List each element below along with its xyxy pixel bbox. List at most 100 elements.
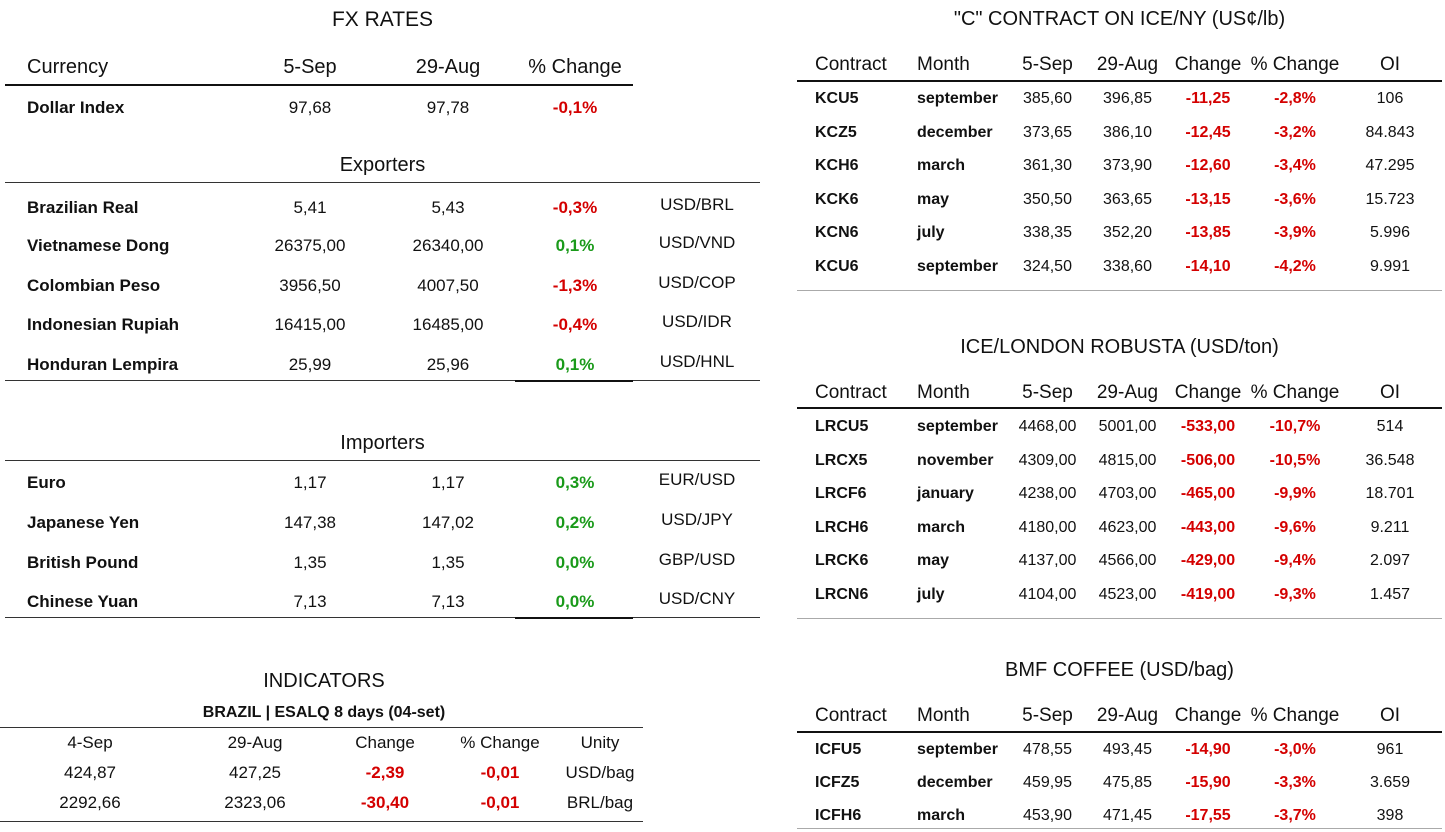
fx-title: FX RATES <box>331 8 434 31</box>
indicators-bottom-divider <box>0 821 643 822</box>
ice_london-cell: 36.548 <box>1365 451 1415 469</box>
ice_ny-header-divider <box>797 80 1442 82</box>
exporters-title: Exporters <box>339 154 426 176</box>
ice_london-cell: may <box>917 552 950 569</box>
ice_london-cell: LRCK6 <box>815 552 869 569</box>
bmf-cell: 961 <box>1376 741 1404 758</box>
currency-name: Japanese Yen <box>27 513 140 532</box>
rate-5sep: 3956,50 <box>279 276 341 295</box>
bmf-cell: ICFZ5 <box>815 774 860 791</box>
bmf-cell: ICFU5 <box>815 741 862 758</box>
ice_london-cell: september <box>917 418 998 435</box>
indicators-cell: -2,39 <box>365 763 405 782</box>
bmf-cell: 459,95 <box>1023 774 1072 791</box>
importers-bottom-accent <box>515 617 633 619</box>
ice_london-cell: 514 <box>1376 418 1404 435</box>
bmf-cell: 471,45 <box>1103 807 1152 824</box>
ice_ny-cell: july <box>917 224 945 241</box>
indicators-header: Change <box>355 733 415 752</box>
fx-header-divider <box>5 84 633 86</box>
indicators-header: 29-Aug <box>227 733 283 752</box>
ice_ny-header: % Change <box>1250 54 1340 75</box>
rate-5sep: 147,38 <box>284 513 336 532</box>
ice_ny-cell: -4,2% <box>1274 257 1316 275</box>
ice_ny-cell: KCU6 <box>815 257 859 275</box>
bmf-title: BMF COFFEE (USD/bag) <box>1005 659 1234 681</box>
currency-name: Indonesian Rupiah <box>27 315 180 334</box>
exporters-bottom-divider <box>5 380 760 381</box>
rate-5sep: 1,35 <box>293 553 327 572</box>
currency-pair: USD/BRL <box>660 195 734 214</box>
bmf-header: Change <box>1174 705 1242 726</box>
ice_london-cell: -10,5% <box>1269 451 1321 469</box>
bmf-cell: 453,90 <box>1023 807 1072 824</box>
ice_london-cell: LRCN6 <box>815 585 869 603</box>
currency-name: Vietnamese Dong <box>27 236 170 255</box>
ice_ny-cell: 363,65 <box>1103 190 1152 208</box>
ice_ny-header: Change <box>1174 54 1242 75</box>
ice_ny-cell: -2,8% <box>1274 90 1316 107</box>
rate-change: 0,1% <box>555 236 595 255</box>
exporters-bottom-accent <box>515 380 633 382</box>
rate-5sep: 5,41 <box>293 198 327 217</box>
dollar-index-name: Dollar Index <box>27 98 125 117</box>
fx-header-pct-change: % Change <box>528 56 622 78</box>
ice_ny-cell: 350,50 <box>1023 190 1072 208</box>
ice_ny-cell: march <box>917 157 966 174</box>
ice_london-cell: 18.701 <box>1365 485 1415 502</box>
dollar-index-change: -0,1% <box>552 98 598 117</box>
ice_ny-cell: may <box>917 190 950 208</box>
ice_london-cell: 4523,00 <box>1098 585 1157 603</box>
ice_london-header: OI <box>1379 382 1401 403</box>
bmf-cell: -14,90 <box>1185 741 1231 758</box>
ice_ny-cell: 386,10 <box>1103 123 1152 141</box>
ice_london-header: Change <box>1174 382 1242 403</box>
bmf-cell: 493,45 <box>1103 741 1152 758</box>
ice_london-cell: 4703,00 <box>1098 485 1157 502</box>
rate-5sep: 1,17 <box>293 473 327 492</box>
ice_london-cell: 4566,00 <box>1098 552 1157 569</box>
fx-header-currency: Currency <box>27 56 109 78</box>
ice_london-cell: -443,00 <box>1180 518 1236 536</box>
rate-change: -1,3% <box>552 276 598 295</box>
ice_ny-cell: 84.843 <box>1365 123 1415 141</box>
ice_ny-cell: -14,10 <box>1185 257 1231 275</box>
ice_ny-cell: -3,4% <box>1274 157 1316 174</box>
ice_ny-header: 29-Aug <box>1096 54 1159 75</box>
bmf-header: 29-Aug <box>1096 705 1159 726</box>
bmf-header: 5-Sep <box>1022 705 1073 726</box>
indicators-cell: USD/bag <box>565 763 635 782</box>
rate-5sep: 25,99 <box>288 355 332 374</box>
fx-header-5sep: 5-Sep <box>283 56 337 78</box>
ice_london-cell: 4137,00 <box>1018 552 1077 569</box>
ice_london-cell: -465,00 <box>1180 485 1236 502</box>
ice_london-header: Month <box>917 382 970 403</box>
rate-change: 0,3% <box>555 473 595 492</box>
ice_london-cell: LRCX5 <box>815 451 868 469</box>
ice_london-cell: 4815,00 <box>1098 451 1157 469</box>
ice_london-cell: -533,00 <box>1180 418 1236 435</box>
rate-5sep: 26375,00 <box>274 236 346 255</box>
rate-change: 0,2% <box>555 513 595 532</box>
currency-name: Euro <box>27 473 66 492</box>
ice_london-cell: 9.211 <box>1370 518 1410 536</box>
rate-change: -0,4% <box>552 315 598 334</box>
ice_ny-cell: 352,20 <box>1103 224 1152 241</box>
rate-29aug: 1,35 <box>431 553 465 572</box>
ice_ny-cell: KCU5 <box>815 90 859 107</box>
ice_london-cell: -429,00 <box>1180 552 1236 569</box>
bmf-cell: september <box>917 741 998 758</box>
ice_ny-cell: 385,60 <box>1023 90 1072 107</box>
ice_london-cell: 4104,00 <box>1018 585 1077 603</box>
indicators-cell: -30,40 <box>360 793 410 812</box>
currency-name: British Pound <box>27 553 139 572</box>
currency-name: Honduran Lempira <box>27 355 179 374</box>
ice_london-cell: -9,9% <box>1274 485 1316 502</box>
ice_ny-cell: september <box>917 257 998 275</box>
currency-pair: USD/COP <box>658 273 736 292</box>
ice_ny-header: OI <box>1379 54 1401 75</box>
ice_ny-cell: 338,60 <box>1103 257 1152 275</box>
bmf-header: % Change <box>1250 705 1340 726</box>
ice_ny-cell: december <box>917 123 993 141</box>
currency-pair: USD/JPY <box>661 510 733 529</box>
